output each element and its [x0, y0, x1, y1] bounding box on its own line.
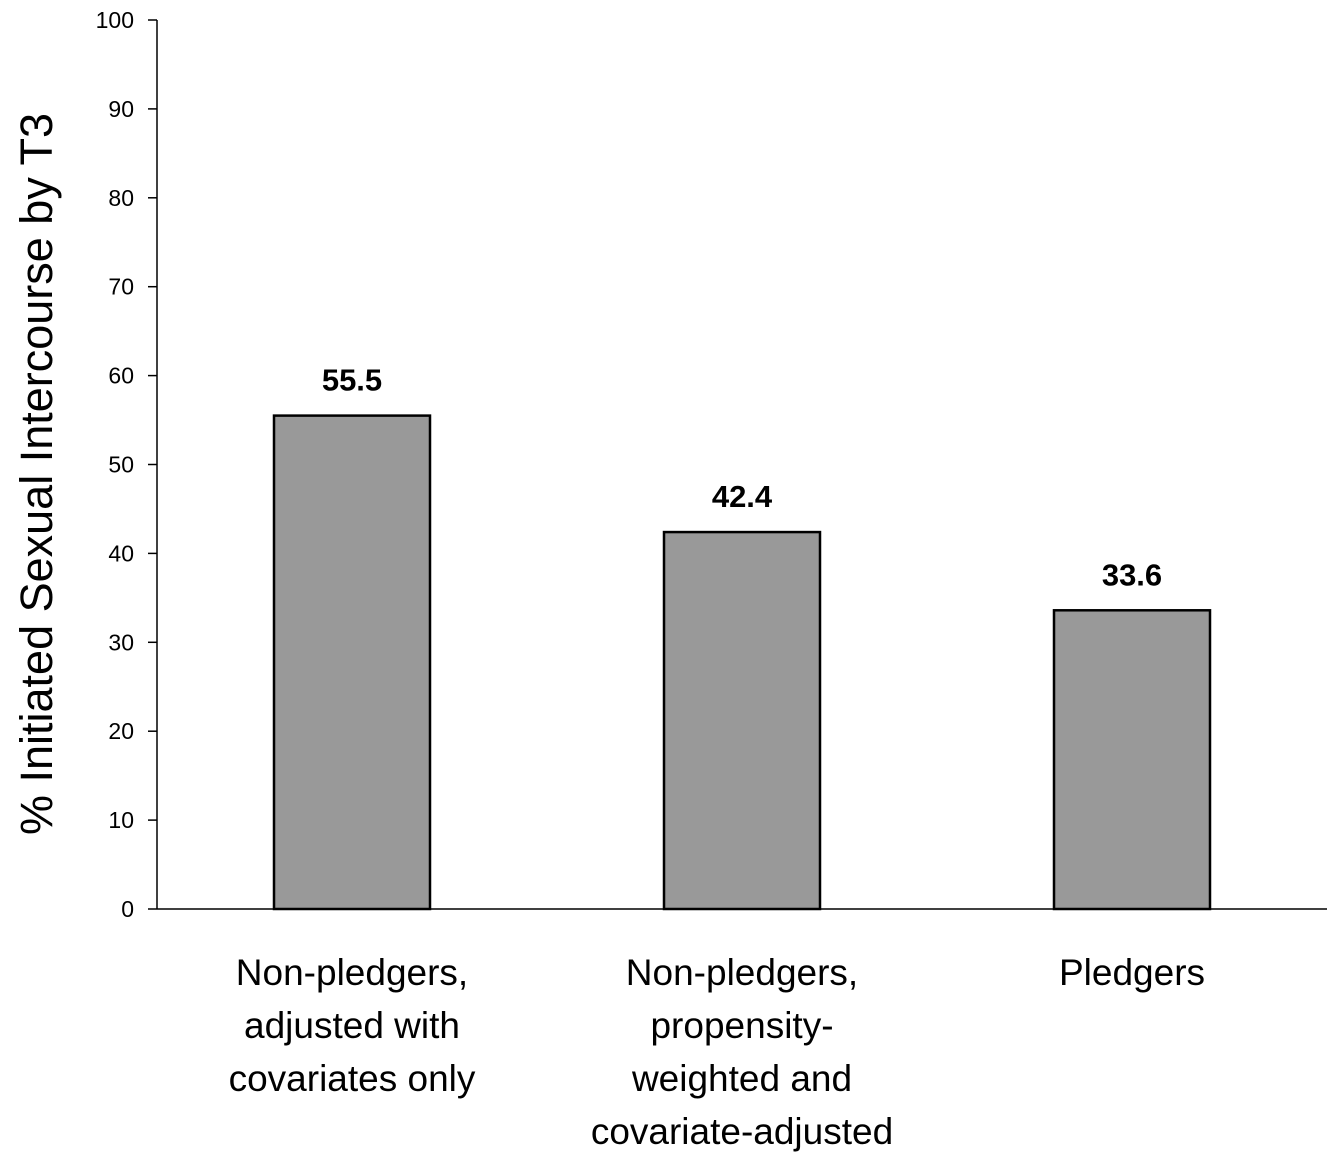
y-tick-label: 0 [121, 896, 134, 922]
category-label: Non-pledgers, adjusted with covariates onl… [229, 952, 476, 1099]
category-label-line: propensity- [650, 1005, 833, 1046]
y-tick-label: 50 [108, 452, 134, 478]
y-tick-label: 20 [108, 718, 134, 744]
bar-value-label: 42.4 [712, 479, 773, 514]
category-label-line: Non-pledgers, [236, 952, 468, 993]
category-label-line: covariates only [229, 1058, 476, 1099]
y-tick-label: 90 [108, 96, 134, 122]
category-labels: Non-pledgers, adjusted with covariates onl… [229, 952, 1205, 1152]
y-tick-label: 70 [108, 274, 134, 300]
y-tick-label: 10 [108, 807, 134, 833]
category-label-line: adjusted with [244, 1005, 460, 1046]
category-label-line: covariate-adjusted [591, 1111, 893, 1152]
bar [662, 530, 822, 911]
category-label-line: weighted and [631, 1058, 852, 1099]
value-labels: 55.5 42.4 33.6 [322, 363, 1162, 593]
y-axis-title: % Initiated Sexual Intercourse by T3 [11, 113, 62, 835]
category-label-line: Non-pledgers, [626, 952, 858, 993]
y-axis-ticks: 0 10 20 30 40 50 60 70 80 90 100 [96, 7, 157, 922]
category-label-line: Pledgers [1059, 952, 1205, 993]
bar-value-label: 55.5 [322, 363, 382, 398]
bar [272, 414, 432, 911]
y-tick-label: 60 [108, 363, 134, 389]
bars [272, 414, 1212, 911]
category-label: Non-pledgers, propensity-weighted and cova… [591, 952, 893, 1152]
category-label: Pledgers [1059, 952, 1205, 993]
y-tick-label: 100 [96, 7, 134, 33]
y-tick-label: 40 [108, 540, 134, 566]
y-tick-label: 30 [108, 629, 134, 655]
bar [1052, 609, 1212, 911]
bar-value-label: 33.6 [1102, 557, 1162, 592]
y-tick-label: 80 [108, 185, 134, 211]
